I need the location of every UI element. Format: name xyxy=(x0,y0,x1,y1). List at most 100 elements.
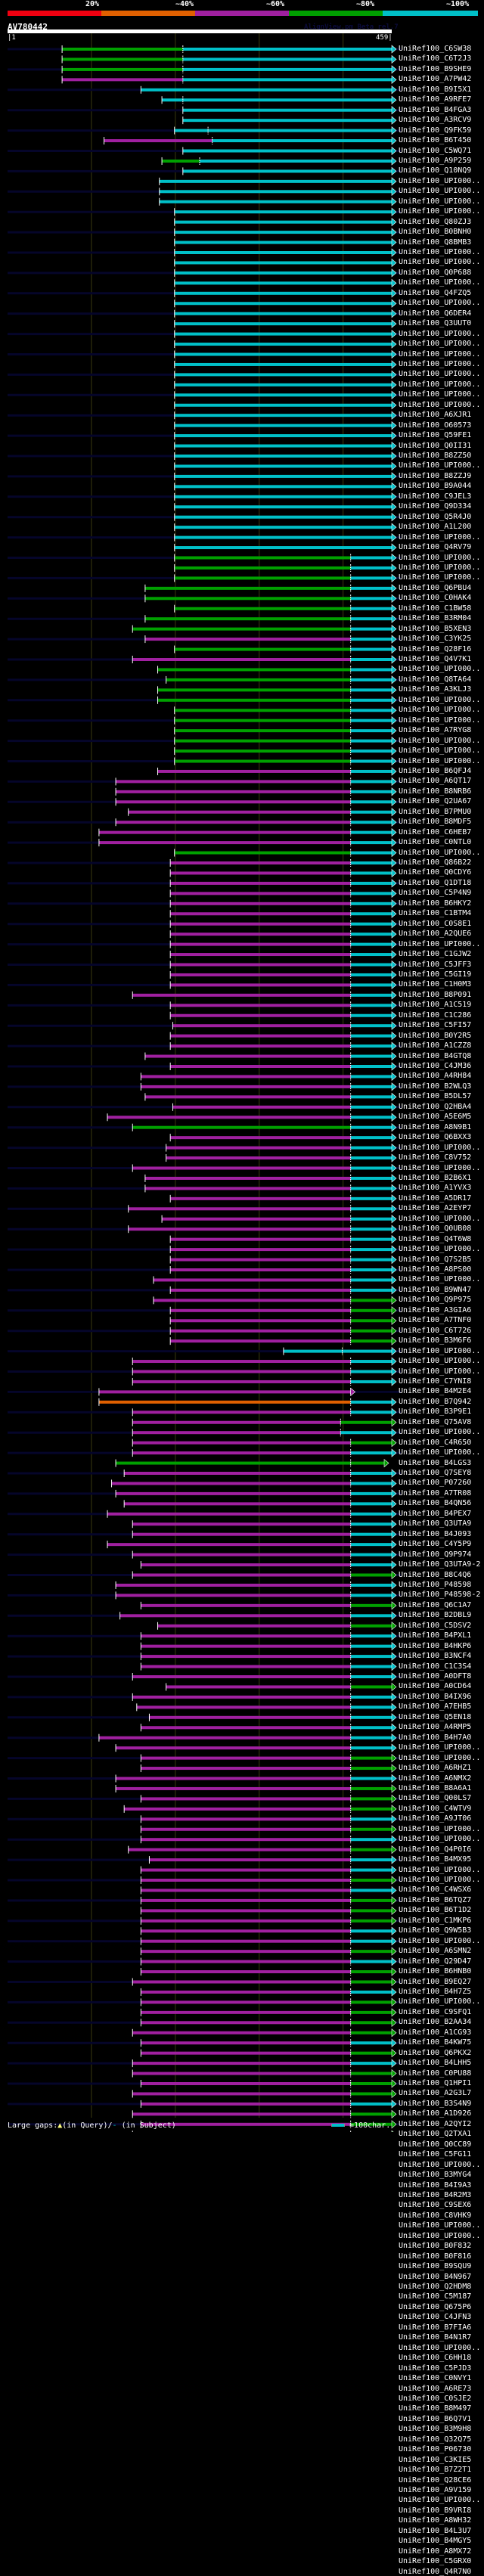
hit-label[interactable]: UniRef100_UPI000.. xyxy=(399,695,481,704)
hit-label[interactable]: UniRef100_C0PU88 xyxy=(399,2069,472,2078)
hit-label[interactable]: UniRef100_C1C3S4 xyxy=(399,1662,472,1671)
hit-label[interactable]: UniRef100_C1BW58 xyxy=(399,604,472,613)
hit-label[interactable]: UniRef100_B0F816 xyxy=(399,2252,472,2261)
hit-label[interactable]: UniRef100_C6HEB7 xyxy=(399,827,472,836)
hit-label[interactable]: UniRef100_B2WLQ3 xyxy=(399,1082,472,1091)
hit-label[interactable]: UniRef100_Q2TXA1 xyxy=(399,2130,472,2139)
hit-label[interactable]: UniRef100_B4M2E4 xyxy=(399,1387,472,1396)
hit-label[interactable]: UniRef100_A9P259 xyxy=(399,156,472,165)
hit-label[interactable]: UniRef100_Q4FZQ5 xyxy=(399,288,472,297)
hit-label[interactable]: UniRef100_B4MGY5 xyxy=(399,2537,472,2546)
hit-label[interactable]: UniRef100_A9JT06 xyxy=(399,1814,472,1823)
hit-label[interactable]: UniRef100_UPI000.. xyxy=(399,1346,481,1355)
hit-label[interactable]: UniRef100_C0SJE2 xyxy=(399,2394,472,2403)
hit-label[interactable]: UniRef100_C7YNI8 xyxy=(399,1376,472,1386)
hit-label[interactable]: UniRef100_UPI000.. xyxy=(399,400,481,409)
hit-label[interactable]: UniRef100_A6RE73 xyxy=(399,2384,472,2393)
hit-label[interactable]: UniRef100_C8V752 xyxy=(399,1153,472,1162)
hit-label[interactable]: UniRef100_UPI000.. xyxy=(399,176,481,185)
hit-label[interactable]: UniRef100_Q80ZJ3 xyxy=(399,217,472,226)
hit-label[interactable]: UniRef100_C0NVY1 xyxy=(399,2374,472,2383)
hit-label[interactable]: UniRef100_B5DL57 xyxy=(399,1092,472,1101)
hit-label[interactable]: UniRef100_C9JEL3 xyxy=(399,492,472,501)
hit-label[interactable]: UniRef100_A7EHB5 xyxy=(399,1702,472,1712)
hit-label[interactable]: UniRef100_B2AA34 xyxy=(399,2018,472,2027)
hit-label[interactable]: UniRef100_Q9P975 xyxy=(399,1296,472,1305)
hit-label[interactable]: UniRef100_Q75AV8 xyxy=(399,1417,472,1426)
hit-label[interactable]: UniRef100_B9VRI8 xyxy=(399,2506,472,2515)
hit-label[interactable]: UniRef100_UPI000.. xyxy=(399,1428,481,1437)
hit-label[interactable]: UniRef100_B4R2M3 xyxy=(399,2190,472,2199)
hit-label[interactable]: UniRef100_B2DBL9 xyxy=(399,1611,472,1620)
hit-label[interactable]: UniRef100_B6TQZ7 xyxy=(399,1895,472,1904)
hit-label[interactable]: UniRef100_UPI000.. xyxy=(399,665,481,674)
hit-label[interactable]: UniRef100_B8MDF5 xyxy=(399,818,472,827)
hit-label[interactable]: UniRef100_UPI000.. xyxy=(399,2160,481,2169)
hit-label[interactable]: UniRef100_UPI000.. xyxy=(399,370,481,379)
hit-label[interactable]: UniRef100_UPI000.. xyxy=(399,1824,481,1833)
hit-label[interactable]: UniRef100_Q4P0I6 xyxy=(399,1845,472,1854)
hit-label[interactable]: UniRef100_UPI000.. xyxy=(399,349,481,358)
hit-label[interactable]: UniRef100_B0BNH0 xyxy=(399,228,472,237)
hit-label[interactable]: UniRef100_A0DFT8 xyxy=(399,1672,472,1681)
hit-label[interactable]: UniRef100_A5DR17 xyxy=(399,1193,472,1203)
hit-label[interactable]: UniRef100_UPI000.. xyxy=(399,340,481,349)
hit-label[interactable]: UniRef100_B4J093 xyxy=(399,1529,472,1538)
hit-label[interactable]: UniRef100_B8M497 xyxy=(399,2404,472,2413)
hit-label[interactable]: UniRef100_Q9D334 xyxy=(399,502,472,511)
hit-label[interactable]: UniRef100_Q2UA67 xyxy=(399,797,472,806)
hit-label[interactable]: UniRef100_UPI000.. xyxy=(399,2343,481,2352)
hit-label[interactable]: UniRef100_A6QT17 xyxy=(399,777,472,786)
hit-label[interactable]: UniRef100_C5M187 xyxy=(399,2292,472,2301)
hit-label[interactable]: UniRef100_A7RYG8 xyxy=(399,726,472,735)
hit-label[interactable]: UniRef100_B6HNB0 xyxy=(399,1967,472,1976)
hit-label[interactable]: UniRef100_A6SMN2 xyxy=(399,1947,472,1956)
hit-label[interactable]: UniRef100_B3M6F6 xyxy=(399,1336,472,1345)
hit-label[interactable]: UniRef100_UPI000.. xyxy=(399,573,481,582)
hit-label[interactable]: UniRef100_Q4T6W8 xyxy=(399,1234,472,1243)
hit-label[interactable]: UniRef100_C6T726 xyxy=(399,1326,472,1335)
hit-label[interactable]: UniRef100_Q6BXX3 xyxy=(399,1133,472,1142)
hit-label[interactable]: UniRef100_UPI000.. xyxy=(399,1835,481,1844)
hit-label[interactable]: UniRef100_O60573 xyxy=(399,421,472,430)
hit-label[interactable]: UniRef100_B6HKY2 xyxy=(399,898,472,908)
hit-label[interactable]: UniRef100_B6Q7V1 xyxy=(399,2414,472,2423)
hit-label[interactable]: UniRef100_A6XJR1 xyxy=(399,411,472,420)
hit-label[interactable]: UniRef100_C4JFN3 xyxy=(399,2313,472,2322)
hit-label[interactable]: UniRef100_UPI000.. xyxy=(399,736,481,745)
hit-label[interactable]: UniRef100_B9A044 xyxy=(399,482,472,491)
hit-label[interactable]: UniRef100_B6T450 xyxy=(399,136,472,145)
hit-label[interactable]: UniRef100_B6T1D2 xyxy=(399,1906,472,1915)
hit-label[interactable]: UniRef100_B4N1R7 xyxy=(399,2333,472,2342)
hit-label[interactable]: UniRef100_P06730 xyxy=(399,2445,472,2454)
hit-label[interactable]: UniRef100_UPI000.. xyxy=(399,278,481,287)
hit-label[interactable]: UniRef100_Q1DT18 xyxy=(399,878,472,887)
hit-label[interactable]: UniRef100_UPI000.. xyxy=(399,746,481,756)
hit-label[interactable]: UniRef100_Q9W5B3 xyxy=(399,1926,472,1935)
hit-label[interactable]: UniRef100_C1MKP6 xyxy=(399,1916,472,1925)
hit-label[interactable]: UniRef100_B8ZZJ9 xyxy=(399,471,472,480)
hit-label[interactable]: UniRef100_B8A6A1 xyxy=(399,1783,472,1792)
hit-label[interactable]: UniRef100_C6SW38 xyxy=(399,45,472,53)
hit-label[interactable]: UniRef100_P48598-2 xyxy=(399,1591,481,1600)
hit-label[interactable]: UniRef100_UPI000.. xyxy=(399,553,481,562)
hit-label[interactable]: UniRef100_C3KIE5 xyxy=(399,2455,472,2464)
hit-label[interactable]: UniRef100_UPI000.. xyxy=(399,756,481,765)
hit-label[interactable]: UniRef100_C4WSX6 xyxy=(399,1885,472,1895)
hit-label[interactable]: UniRef100_B4QN56 xyxy=(399,1499,472,1508)
hit-label[interactable]: UniRef100_Q6PBU4 xyxy=(399,583,472,592)
hit-label[interactable]: UniRef100_A8MX72 xyxy=(399,2547,472,2556)
hit-label[interactable]: UniRef100_B9EQ27 xyxy=(399,1977,472,1986)
hit-label[interactable]: UniRef100_B8ZZ50 xyxy=(399,452,472,460)
hit-label[interactable]: UniRef100_Q6C1A7 xyxy=(399,1600,472,1609)
hit-label[interactable]: UniRef100_P48598 xyxy=(399,1580,472,1589)
hit-label[interactable]: UniRef100_B4N967 xyxy=(399,2272,472,2281)
hit-label[interactable]: UniRef100_Q4R7N0 xyxy=(399,2567,472,2576)
hit-label[interactable]: UniRef100_UPI000.. xyxy=(399,461,481,470)
hit-label[interactable]: UniRef100_B4KW75 xyxy=(399,2038,472,2047)
hit-label[interactable]: UniRef100_UPI000.. xyxy=(399,248,481,256)
hit-label[interactable]: UniRef100_A4RH84 xyxy=(399,1072,472,1081)
hit-label[interactable]: UniRef100_B0Y2R5 xyxy=(399,1031,472,1040)
hit-label[interactable]: UniRef100_B3NCF4 xyxy=(399,1652,472,1661)
hit-label[interactable]: UniRef100_A3KLJ3 xyxy=(399,685,472,694)
